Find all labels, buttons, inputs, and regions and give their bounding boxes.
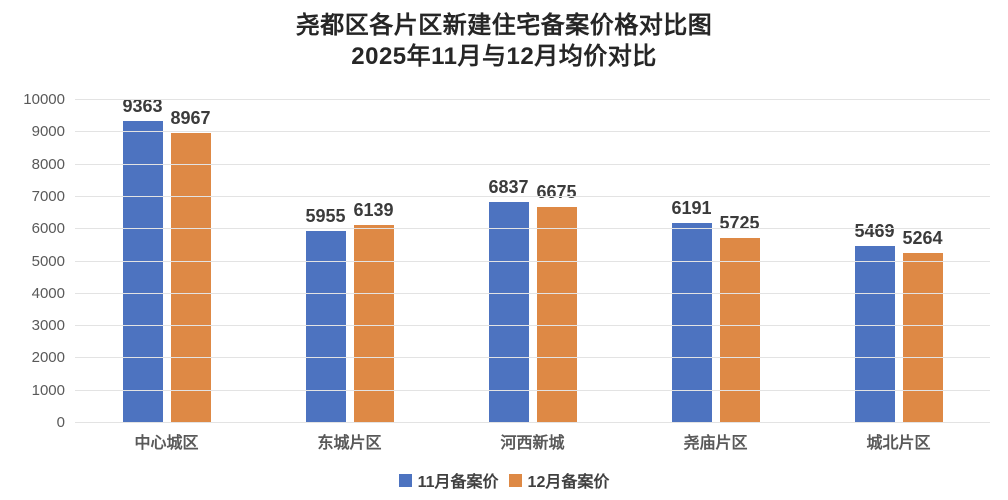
y-tick-label: 8000 [31, 155, 65, 173]
bar-value-label: 6191 [671, 198, 712, 219]
legend-swatch-icon [398, 473, 412, 487]
bar-pair: 5955 6139 [305, 100, 394, 423]
bar-pair: 9363 8967 [122, 96, 211, 423]
y-tick-label: 2000 [31, 349, 65, 367]
bar-value-label: 6837 [488, 177, 529, 198]
legend-label: 12月备案价 [527, 474, 610, 491]
bar-value-label: 5264 [902, 227, 943, 248]
y-tick-label: 7000 [31, 187, 65, 205]
bar-group: 6837 6675 河西新城 [441, 100, 624, 452]
bar-value-label: 5955 [305, 205, 346, 226]
bar-11月备案价: 5469 [854, 221, 895, 423]
y-tick-label: 9000 [31, 123, 65, 141]
bar-value-label: 5469 [854, 221, 895, 242]
bar-group: 5955 6139 东城片区 [258, 100, 441, 452]
gridline [75, 357, 990, 359]
chart-title: 尧都区各片区新建住宅备案价格对比图 2025年11月与12月均价对比 [0, 10, 1008, 72]
bar-pair: 6837 6675 [488, 100, 577, 423]
gridline [75, 163, 990, 165]
y-tick-label: 1000 [31, 381, 65, 399]
y-tick-label: 3000 [31, 317, 65, 335]
bar-value-label: 5725 [719, 213, 760, 234]
category-label: 东城片区 [317, 435, 382, 452]
bar-value-label: 9363 [122, 95, 163, 116]
bar-group: 9363 8967 中心城区 [75, 96, 258, 452]
category-label: 城北片区 [866, 435, 931, 452]
chart-title-line1: 尧都区各片区新建住宅备案价格对比图 [295, 12, 713, 39]
bar-group: 5469 5264 城北片区 [807, 100, 990, 452]
bar-11月备案价: 6191 [671, 198, 712, 423]
legend-swatch-icon [508, 473, 522, 487]
gridline [75, 292, 990, 294]
bar-12月备案价: 6675 [536, 182, 577, 423]
bar-pair: 6191 5725 [671, 100, 760, 423]
gridline [75, 131, 990, 133]
category-label: 尧庙片区 [683, 435, 748, 452]
gridline [75, 260, 990, 262]
y-tick-label: 6000 [31, 220, 65, 238]
legend: 11月备案价 12月备案价 [0, 468, 1008, 492]
bar-groups: 9363 8967 中心城区 5955 6139 东城片区 6837 6675 河西新城 6191… [75, 96, 990, 452]
y-tick-label: 5000 [31, 252, 65, 270]
bar-value-label: 8967 [170, 108, 211, 129]
bar-11月备案价: 9363 [122, 96, 163, 423]
legend-label: 11月备案价 [417, 474, 499, 491]
bar-value-label: 6139 [353, 199, 394, 220]
category-label: 河西新城 [500, 435, 565, 452]
gridline [75, 195, 990, 197]
gridline [75, 325, 990, 327]
gridline [75, 422, 990, 423]
y-tick-label: 0 [56, 414, 65, 431]
bar-12月备案价: 5725 [719, 213, 760, 423]
plot-area: 9363 8967 中心城区 5955 6139 东城片区 6837 6675 河西新城 6191… [75, 96, 990, 452]
chart-title-line2: 2025年11月与12月均价对比 [351, 43, 657, 70]
category-label: 中心城区 [134, 435, 199, 452]
bar-12月备案价: 6139 [353, 200, 394, 423]
bar-group: 6191 5725 尧庙片区 [624, 100, 807, 452]
gridline [75, 228, 990, 230]
gridline [75, 389, 990, 391]
bar-12月备案价: 5264 [902, 228, 943, 423]
gridline [75, 99, 990, 100]
legend-item: 12月备案价 [508, 468, 610, 492]
legend-item: 11月备案价 [398, 468, 499, 492]
bar-11月备案价: 5955 [305, 206, 346, 423]
bar-value-label: 6675 [536, 182, 577, 203]
bar-pair: 5469 5264 [854, 100, 943, 423]
bar-12月备案价: 8967 [170, 108, 211, 423]
bar-11月备案价: 6837 [488, 177, 529, 423]
y-tick-label: 10000 [23, 91, 65, 108]
y-tick-label: 4000 [31, 284, 65, 302]
